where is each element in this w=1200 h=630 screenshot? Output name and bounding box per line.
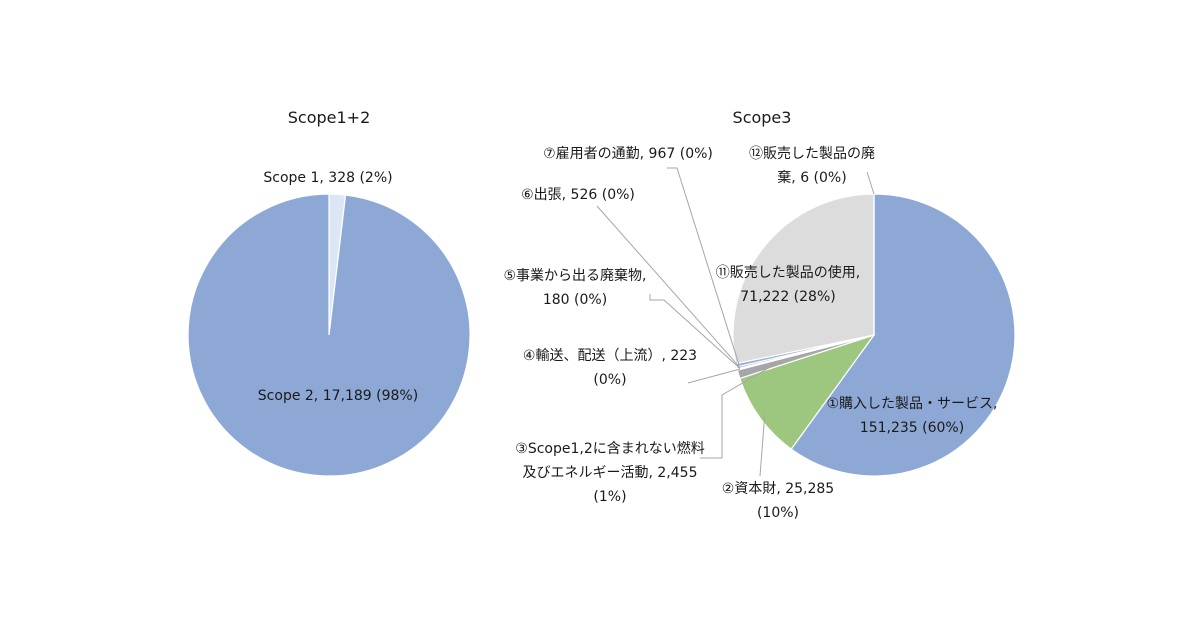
label-slice-2-line-0: ②資本財, 25,285 bbox=[722, 481, 834, 497]
label-slice-6: ⑥出張, 526 (0%) bbox=[521, 187, 635, 203]
label-scope2: Scope 2, 17,189 (98%) bbox=[258, 388, 418, 404]
leader-slice-5 bbox=[649, 294, 741, 369]
pie2-slice-0 bbox=[790, 193, 1016, 477]
label-slice-5-line-0: ⑤事業から出る廃棄物, bbox=[503, 267, 646, 284]
leader-slice-2 bbox=[759, 414, 766, 477]
leader-slice-6 bbox=[596, 205, 740, 368]
label-slice-12-line-0: ⑫販売した製品の廃 bbox=[749, 145, 875, 162]
label-slice-1-line-1: 151,235 (60%) bbox=[860, 420, 964, 436]
label-slice-2-line-1: (10%) bbox=[757, 505, 799, 521]
pie2-slice-1 bbox=[739, 333, 876, 450]
chart-title-scope3: Scope3 bbox=[733, 108, 792, 127]
label-slice-5-line-1: 180 (0%) bbox=[543, 292, 607, 308]
pie-scope12 bbox=[187, 193, 471, 477]
label-slice-12-line-1: 棄, 6 (0%) bbox=[777, 170, 846, 186]
label-slice-3-line-2: (1%) bbox=[593, 489, 626, 505]
chart-title-scope12: Scope1+2 bbox=[288, 108, 371, 127]
label-slice-11-line-0: ⑪販売した製品の使用, bbox=[716, 264, 860, 281]
label-slice-3-line-0: ③Scope1,2に含まれない燃料 bbox=[515, 440, 704, 457]
label-slice-3-line-1: 及びエネルギー活動, 2,455 bbox=[523, 465, 698, 481]
leader-slice-4 bbox=[687, 368, 741, 384]
label-slice-4-line-1: (0%) bbox=[593, 372, 626, 388]
label-scope1: Scope 1, 328 (2%) bbox=[263, 170, 392, 186]
pie-scope3 bbox=[732, 193, 1016, 477]
label-slice-7: ⑦雇用者の通勤, 967 (0%) bbox=[543, 145, 713, 162]
leader-slice-7 bbox=[667, 167, 740, 365]
leader-lines bbox=[596, 167, 875, 477]
label-slice-4-line-0: ④輸送、配送（上流）, 223 bbox=[523, 348, 697, 364]
pie1-slice-1 bbox=[187, 193, 471, 477]
label-slice-1-line-0: ①購入した製品・サービス, bbox=[826, 396, 997, 412]
pie2-slice-7 bbox=[732, 193, 875, 365]
slice-labels: Scope 1, 328 (2%) Scope 2, 17,189 (98%) ①購… bbox=[258, 145, 998, 521]
leader-slice-3 bbox=[700, 362, 777, 459]
label-slice-11-line-1: 71,222 (28%) bbox=[740, 289, 835, 305]
leader-slice-12 bbox=[866, 171, 875, 195]
